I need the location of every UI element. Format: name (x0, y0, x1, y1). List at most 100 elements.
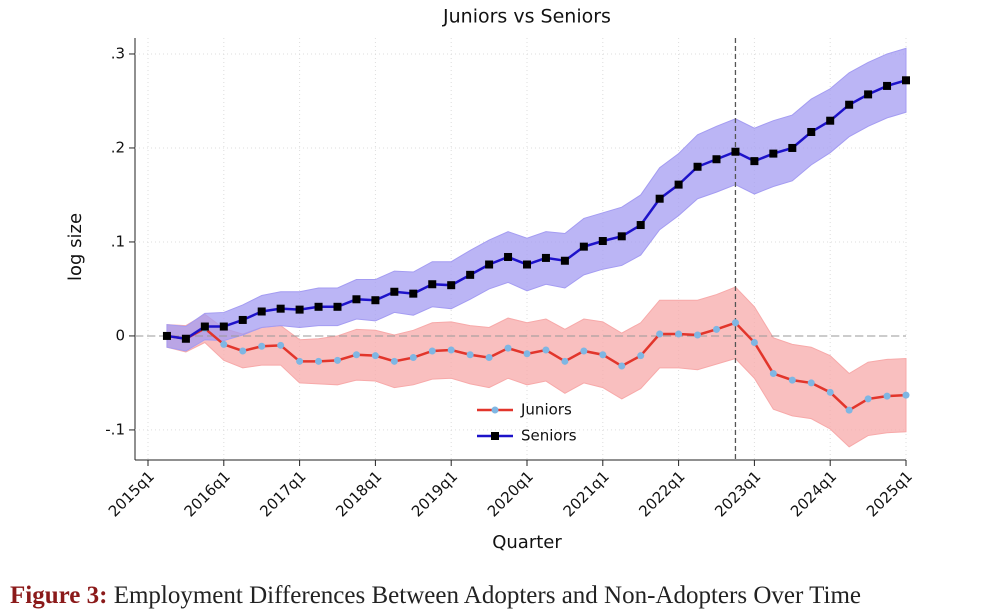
point (864, 395, 872, 403)
point (561, 357, 569, 365)
point (769, 370, 777, 378)
point (239, 347, 247, 355)
point (219, 322, 228, 331)
series-line (166, 321, 907, 412)
point (485, 260, 494, 269)
point (580, 347, 588, 355)
x-tick-label: 2015q1 (105, 467, 158, 520)
series-line (166, 79, 907, 341)
point (618, 362, 626, 370)
point (598, 237, 607, 246)
legend-label: Seniors (521, 427, 577, 445)
point (485, 354, 493, 362)
point (693, 162, 702, 171)
chart-title: Juniors vs Seniors (442, 6, 611, 28)
point (731, 147, 740, 156)
point (447, 281, 456, 290)
point (560, 256, 569, 265)
point (314, 302, 323, 311)
point (162, 331, 171, 340)
point (656, 330, 664, 338)
point (523, 350, 531, 358)
point (902, 76, 910, 85)
point (617, 232, 626, 241)
y-tick-label: .1 (111, 232, 125, 250)
point (238, 315, 247, 324)
point (296, 357, 304, 365)
point (883, 392, 891, 400)
x-tick-label: 2020q1 (484, 467, 537, 520)
point (636, 221, 645, 230)
x-tick-label: 2016q1 (181, 467, 234, 520)
x-tick-label: 2022q1 (635, 467, 688, 520)
y-tick-label: .3 (111, 44, 125, 62)
point (712, 155, 721, 164)
x-tick-label: 2021q1 (560, 467, 613, 520)
point (864, 90, 873, 99)
point (466, 270, 475, 279)
point (826, 116, 835, 125)
point (542, 346, 550, 354)
point (352, 351, 360, 359)
point (466, 351, 474, 359)
caption-label: Figure 3: (10, 582, 108, 609)
point (315, 357, 323, 365)
point (277, 341, 285, 349)
x-tick-label: 2018q1 (332, 467, 385, 520)
point (295, 305, 304, 314)
chart: Juniors vs Seniors log size Quarter -.1 0… (65, 6, 916, 554)
point (428, 280, 437, 289)
point (371, 296, 380, 305)
point (390, 287, 399, 296)
x-tick-label: 2023q1 (711, 467, 764, 520)
point (713, 325, 720, 333)
x-tick-label: 2019q1 (408, 467, 461, 520)
point (694, 331, 702, 339)
point (807, 127, 816, 136)
point (637, 352, 645, 360)
point (750, 157, 759, 166)
x-tick-label: 2017q1 (256, 467, 309, 520)
point (769, 149, 778, 158)
point (655, 194, 664, 203)
point (674, 180, 683, 189)
figure-caption: Figure 3: Employment Differences Between… (10, 582, 861, 610)
point (447, 346, 455, 354)
point (579, 242, 588, 251)
point (845, 100, 854, 109)
point (258, 342, 266, 350)
y-tick-label: .2 (111, 138, 125, 156)
point (845, 406, 853, 414)
point (504, 252, 513, 261)
x-tick-label: 2025q1 (863, 467, 916, 520)
y-axis-title: log size (65, 213, 86, 281)
point (504, 344, 512, 352)
point (731, 319, 739, 327)
point (390, 357, 398, 365)
point (826, 388, 834, 396)
x-axis-title: Quarter (492, 532, 562, 553)
legend-marker (491, 406, 499, 414)
x-tick-label: 2024q1 (787, 467, 840, 520)
point (220, 340, 228, 348)
point (200, 322, 209, 331)
caption-text: Employment Differences Between Adopters … (113, 582, 861, 609)
point (333, 302, 342, 311)
y-tick-label: 0 (115, 326, 125, 344)
point (257, 307, 266, 316)
point (371, 352, 379, 360)
point (883, 81, 892, 90)
point (409, 354, 417, 362)
point (352, 295, 361, 304)
point (181, 334, 190, 343)
point (523, 260, 531, 269)
point (902, 391, 910, 399)
point (599, 351, 607, 359)
y-tick-label: -.1 (105, 420, 125, 438)
point (409, 289, 418, 298)
point (788, 376, 796, 384)
legend-label: Juniors (520, 401, 572, 419)
point (750, 339, 758, 347)
point (276, 304, 285, 313)
